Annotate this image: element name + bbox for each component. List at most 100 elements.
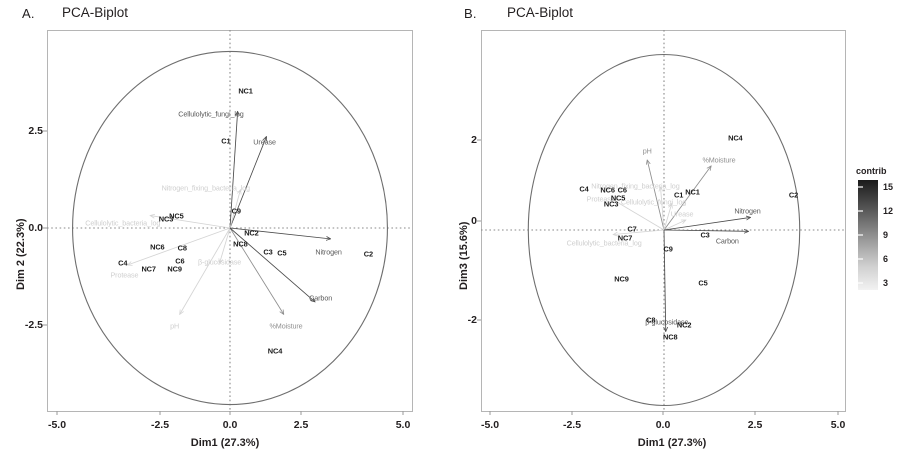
sample-point-label: NC3 bbox=[158, 214, 174, 224]
variable-label: Nitrogen bbox=[734, 206, 761, 216]
sample-point-label: NC4 bbox=[728, 133, 743, 143]
y-tick-label: 0 bbox=[471, 215, 477, 227]
sample-point-label: C9 bbox=[663, 244, 673, 254]
panel-b: B. PCA-Biplot Dim1 (27.3%) Dim3 (15.6%) … bbox=[450, 0, 899, 462]
sample-point-label: NC1 bbox=[238, 86, 253, 96]
panel-b-plot bbox=[450, 0, 899, 462]
panel-b-svg bbox=[477, 30, 846, 415]
legend-gradient-bar bbox=[858, 180, 878, 290]
sample-point-label: C9 bbox=[231, 206, 241, 216]
sample-point-label: C5 bbox=[277, 248, 287, 258]
legend-title: contrib bbox=[856, 166, 887, 176]
loading-vector bbox=[229, 137, 266, 229]
x-tick-label: -2.5 bbox=[150, 419, 170, 431]
sample-point-label: C6 bbox=[617, 185, 627, 194]
x-tick-label: -5.0 bbox=[480, 419, 500, 431]
variable-label: %Moisture bbox=[702, 155, 736, 165]
sample-point-label: NC9 bbox=[614, 274, 629, 284]
variable-label: Nitrogen_fixing_bacteria_log bbox=[161, 183, 250, 193]
variable-label: β-glucosidase bbox=[645, 317, 689, 327]
variable-label: β-glucosidase bbox=[198, 257, 242, 267]
sample-point-label: C4 bbox=[118, 258, 128, 268]
sample-point-label: NC3 bbox=[603, 199, 619, 209]
legend-tick-3: 3 bbox=[883, 278, 889, 288]
variable-label: Cellulolytic_bacteria_log bbox=[566, 238, 642, 248]
loading-vector bbox=[663, 220, 686, 231]
x-tick-label: 2.5 bbox=[293, 419, 309, 431]
loading-vector bbox=[663, 217, 750, 231]
loading-vector bbox=[647, 160, 665, 231]
sample-point-label: NC5 bbox=[169, 211, 184, 221]
loading-vector bbox=[150, 216, 231, 229]
loading-vector bbox=[614, 229, 665, 235]
loading-vector bbox=[664, 229, 666, 331]
sample-point-label: C2 bbox=[788, 190, 799, 200]
sample-point-label: C3 bbox=[263, 247, 273, 257]
loading-vector bbox=[661, 187, 665, 231]
loading-vector bbox=[229, 112, 238, 229]
sample-point-label: C8 bbox=[177, 243, 187, 253]
correlation-circle bbox=[72, 50, 388, 406]
variable-label: Cellulolytic_fungi_log bbox=[620, 197, 687, 207]
variable-label: Urease bbox=[670, 209, 694, 219]
variable-label: pH bbox=[642, 146, 652, 156]
loading-vector bbox=[663, 230, 748, 231]
panel-a-title: PCA-Biplot bbox=[62, 5, 129, 20]
loading-vector bbox=[180, 227, 231, 314]
sample-point-label: NC2 bbox=[244, 228, 259, 238]
variable-label: Protease bbox=[110, 270, 139, 280]
loading-vector bbox=[663, 204, 672, 231]
sample-point-label: NC6 bbox=[600, 185, 615, 195]
sample-point-label: NC5 bbox=[610, 193, 626, 203]
sample-point-label: NC4 bbox=[267, 346, 283, 356]
sample-point-label: NC1 bbox=[685, 187, 700, 197]
variable-label: Cellulolytic_bacteria_log bbox=[85, 218, 161, 228]
panel-a-plot bbox=[43, 30, 413, 415]
panel-b-y-axis-title: Dim3 (15.6%) bbox=[458, 221, 470, 290]
legend-tick-9: 9 bbox=[883, 230, 889, 240]
sample-point-label: NC8 bbox=[663, 332, 678, 342]
panel-b-x-axis-title: Dim1 (27.3%) bbox=[637, 437, 707, 449]
correlation-circle bbox=[527, 53, 801, 407]
legend-tick-6: 6 bbox=[883, 254, 889, 264]
legend-tick-12: 12 bbox=[883, 206, 894, 216]
variable-label: Urease bbox=[253, 137, 276, 147]
sample-point-label: C6 bbox=[175, 256, 185, 266]
x-tick-label: 0.0 bbox=[655, 419, 671, 431]
loading-vector bbox=[229, 227, 330, 239]
panel-a-letter: A. bbox=[22, 6, 35, 21]
x-tick-label: 2.5 bbox=[747, 419, 763, 431]
variable-label: Carbon bbox=[309, 293, 333, 303]
sample-point-label: NC9 bbox=[167, 264, 182, 274]
sample-point-label: NC7 bbox=[141, 264, 156, 274]
legend-tick-15: 15 bbox=[883, 182, 894, 192]
loading-vector bbox=[612, 199, 665, 231]
sample-point-label: C2 bbox=[363, 249, 374, 259]
y-tick-label: 2 bbox=[471, 134, 477, 146]
sample-point-label: C4 bbox=[579, 184, 589, 194]
x-tick-label: -5.0 bbox=[47, 419, 67, 431]
loading-vector bbox=[229, 190, 240, 229]
variable-label: Cellulolytic_fungi_log bbox=[178, 109, 244, 119]
sample-point-label: C1 bbox=[221, 136, 231, 146]
loading-vector bbox=[220, 227, 231, 263]
loading-vector bbox=[229, 227, 284, 314]
sample-point-label: C5 bbox=[698, 278, 708, 288]
panel-b-letter: B. bbox=[464, 6, 477, 21]
x-tick-label: -2.5 bbox=[562, 419, 582, 431]
panel-a-x-axis-title: Dim1 (27.3%) bbox=[190, 437, 260, 449]
variable-label: Nitrogen bbox=[315, 247, 342, 257]
sample-point-label: C3 bbox=[700, 230, 710, 240]
sample-point-label: C8 bbox=[646, 315, 656, 325]
variable-label: Carbon bbox=[715, 236, 739, 246]
variable-label: Protease bbox=[586, 194, 615, 203]
variable-label: Nitrogen_fixing_bacteria_log bbox=[591, 181, 680, 191]
y-tick-label: -2 bbox=[467, 314, 477, 326]
x-tick-label: 0.0 bbox=[222, 419, 238, 431]
sample-point-label: NC2 bbox=[676, 320, 692, 330]
variable-label: pH bbox=[170, 321, 180, 331]
y-tick-label: 0.0 bbox=[28, 222, 43, 234]
x-tick-label: 5.0 bbox=[395, 419, 411, 431]
sample-point-label: NC8 bbox=[233, 239, 248, 249]
